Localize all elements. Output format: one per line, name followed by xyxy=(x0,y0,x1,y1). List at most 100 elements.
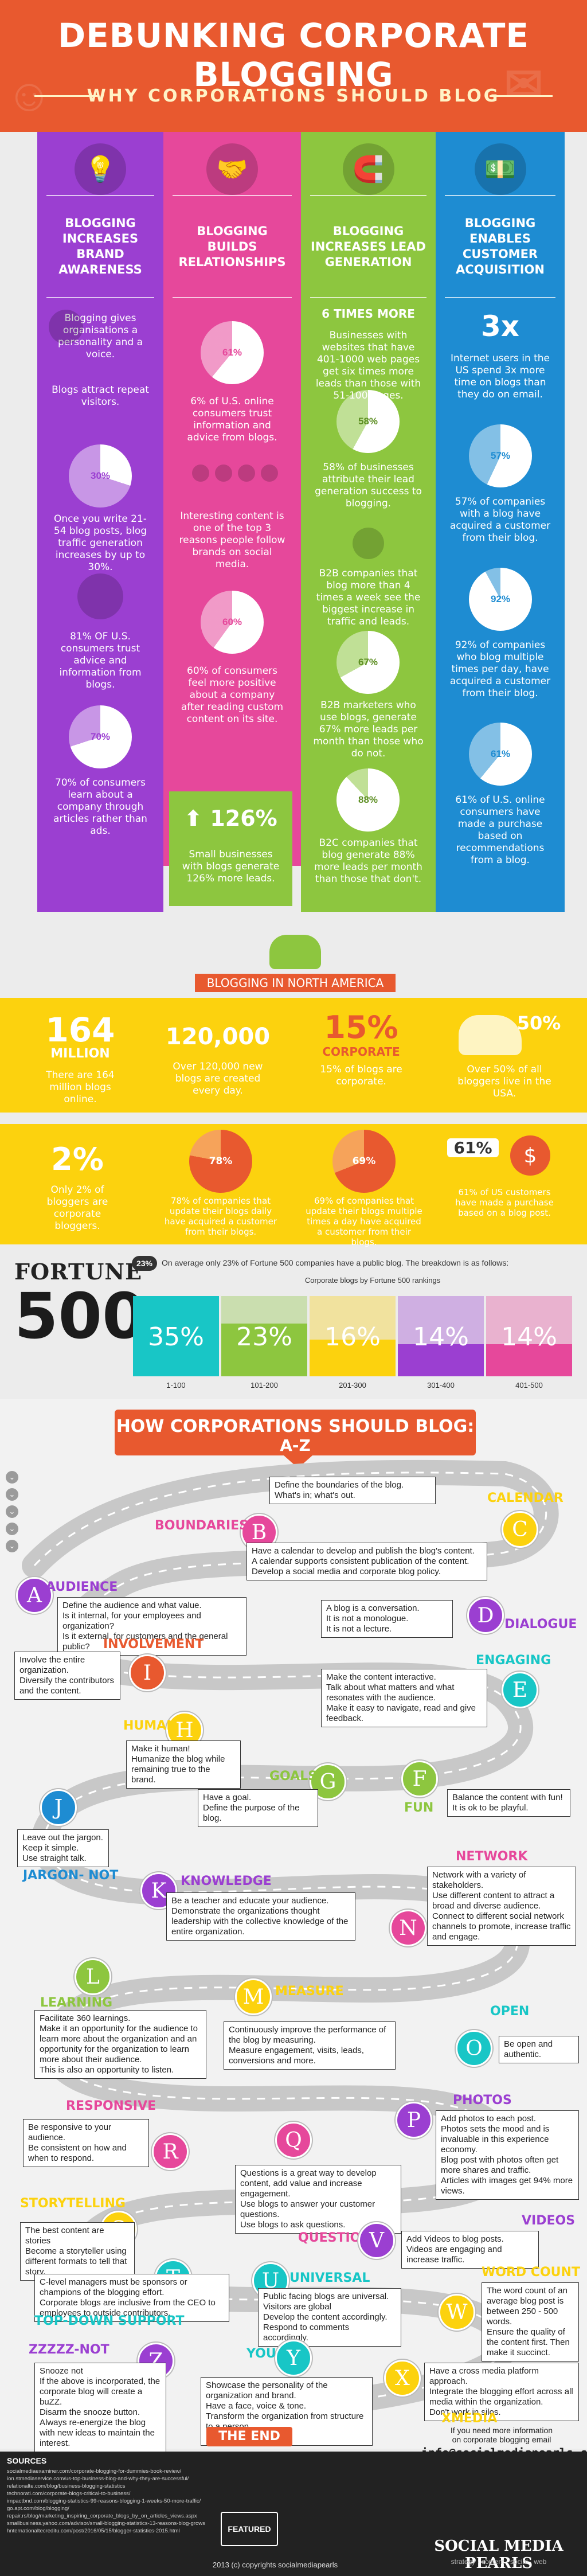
stat-text: Interesting content is one of the top 3 … xyxy=(179,510,285,570)
divider xyxy=(490,95,553,97)
letter-node: I xyxy=(129,1654,166,1691)
stat-text: 61% of US customers have made a purchase… xyxy=(455,1187,554,1218)
entry-title: LEARNING xyxy=(40,1996,113,2010)
entry-title: YOU xyxy=(246,2347,276,2361)
brand-tagline: strategy · content · social · web xyxy=(451,2558,547,2566)
pie-label: 92% xyxy=(490,594,511,604)
letter-node: N xyxy=(390,1910,426,1946)
source-link[interactable]: repair.rs/blog/marketing_inspiring_corpo… xyxy=(7,2513,197,2519)
stat-text: Over 50% of all bloggers live in the USA… xyxy=(457,1064,551,1099)
usa-map-icon xyxy=(459,1015,522,1055)
page-subtitle: WHY CORPORATIONS SHOULD BLOG xyxy=(87,86,500,106)
bar xyxy=(133,1296,219,1376)
entry-title: JARGON- NOT xyxy=(23,1868,119,1883)
az-banner: HOW CORPORATIONS SHOULD BLOG: A-Z xyxy=(115,1410,476,1455)
lightbulb-icon: 💡 xyxy=(75,143,126,195)
stat-text: Once you write 21-54 blog posts, blog tr… xyxy=(53,513,147,573)
stat-text: 57% of companies with a blog have acquir… xyxy=(449,496,551,544)
note-line: Define the boundaries of the blog. xyxy=(275,1480,404,1490)
entry-note: A blog is a conversation. It is not a mon… xyxy=(321,1600,453,1638)
entry-title: VIDEOS xyxy=(522,2214,576,2228)
copyright: 2013 (c) copyrights socialmediapearls xyxy=(212,2561,338,2569)
entry-note: Involve the entire organization. Diversif… xyxy=(14,1652,120,1700)
page-title: DEBUNKING CORPORATE BLOGGING xyxy=(57,16,530,94)
source-link[interactable]: technorati.com/corporate-blogs-critical-… xyxy=(7,2491,131,2497)
header-banner: ☺ ✉ DEBUNKING CORPORATE BLOGGING WHY COR… xyxy=(0,0,587,132)
bar xyxy=(486,1344,572,1376)
na-row-2: 2% Only 2% of bloggers are corporate blo… xyxy=(0,1124,587,1247)
note-line: Public facing blogs are universal. xyxy=(263,2292,389,2301)
entry-note: Define the audience and what value. Is it… xyxy=(57,1597,246,1656)
column-heading: BLOGGING INCREASES BRAND AWARENESS xyxy=(46,195,154,298)
note-line: Use different content to attract a broad… xyxy=(432,1891,555,1911)
usa-map-icon xyxy=(269,935,321,969)
stat-text: There are 164 million blogs online. xyxy=(46,1070,115,1105)
stat-pie: 58% xyxy=(336,390,400,453)
note-line: Measure engagement, visits, leads, conve… xyxy=(229,2046,364,2066)
note-line: This is also an opportunity to listen. xyxy=(40,2065,174,2075)
note-line: Respond to comments accordingly. xyxy=(263,2323,350,2343)
entry-note: Make it human! Humanize the blog while re… xyxy=(126,1740,241,1789)
column-heading: BLOGGING INCREASES LEAD GENERATION xyxy=(310,195,426,298)
people-icon xyxy=(49,310,83,344)
note-line: Connect to different social network chan… xyxy=(432,1911,571,1942)
letter-node: J xyxy=(40,1789,77,1826)
contact-email[interactable]: info@socialmediapearls.com xyxy=(421,2446,587,2460)
tick-label: 201-300 xyxy=(339,1381,366,1390)
sources-title: SOURCES xyxy=(7,2456,47,2465)
source-link[interactable]: go.apt.com/blog/blogging/ xyxy=(7,2505,69,2512)
note-line: Define the audience and what value. xyxy=(62,1601,202,1610)
fortune-rank-chart: 35% 1-100 23% 101-200 16% 201-300 14% 301-400 14… xyxy=(133,1296,572,1390)
entry-note: Add photos to each post. Photos sets the … xyxy=(436,2110,579,2200)
note-line: Is it external, for customers and the ge… xyxy=(62,1632,228,1652)
az-title: HOW CORPORATIONS SHOULD BLOG: xyxy=(116,1416,475,1437)
divider xyxy=(34,95,97,97)
entry-note: Be responsive to your audience. Be consis… xyxy=(23,2119,149,2167)
bar xyxy=(221,1324,307,1376)
letter-node: R xyxy=(152,2133,189,2170)
the-end-label: THE END xyxy=(206,2427,292,2446)
note-line: Integrate the blogging effort across all… xyxy=(429,2387,573,2407)
column-heading: BLOGGING BUILDS RELATIONSHIPS xyxy=(173,195,292,298)
handshake-icon: 🤝 xyxy=(206,143,258,195)
stat-pie: 67% xyxy=(336,631,400,694)
note-line: Use blogs to answer your customer questi… xyxy=(240,2199,375,2219)
note-line: Use blogs to ask questions. xyxy=(240,2220,346,2230)
stat-pie: 92% xyxy=(469,568,532,631)
entry-note: Continuously improve the performance of … xyxy=(224,2021,396,2070)
note-line: Define the purpose of the blog. xyxy=(203,1803,300,1823)
pie-label: 78% xyxy=(209,1156,233,1167)
contact-line: on corporate blogging email xyxy=(452,2435,551,2444)
note-line: Be consistent on how and when to respond… xyxy=(28,2143,127,2163)
pie-label: 60% xyxy=(222,616,242,627)
pie-label: 67% xyxy=(358,657,378,668)
fortune-logo: FORTUNE 500 xyxy=(14,1259,146,1368)
stat-text: 70% of consumers learn about a company t… xyxy=(53,777,147,837)
source-link[interactable]: ion.stmediaservice.com/us-top-business-b… xyxy=(7,2476,189,2482)
stat-unit: CORPORATE xyxy=(322,1045,400,1059)
note-line: Keep it simple. xyxy=(22,1843,79,1853)
column-heading: BLOGGING ENABLES CUSTOMER ACQUISITION xyxy=(445,195,555,298)
growth-chart-icon xyxy=(353,528,384,559)
entry-note: Define the boundaries of the blog. What's… xyxy=(269,1477,436,1504)
note-line: Have a goal. xyxy=(203,1793,252,1802)
source-link[interactable]: relationalte.com/blog/business-blogging-… xyxy=(7,2483,126,2489)
na-stat-cell: 50% Over 50% of all bloggers live in the… xyxy=(441,998,568,1113)
source-link[interactable]: hnternationaltecreditu.com/post/2016/05/… xyxy=(7,2528,180,2534)
stat-pie: 60% xyxy=(201,591,264,654)
entry-title: OPEN xyxy=(490,2004,530,2019)
na-stat-cell: 61% $ 61% of US customers have made a pu… xyxy=(441,1124,568,1239)
source-link[interactable]: impactbnd.com/blogging-statistics-99-rea… xyxy=(7,2498,201,2504)
source-link[interactable]: socialmediaexaminer.com/corporate-bloggi… xyxy=(7,2468,182,2474)
entry-note: The word count of an average blog post i… xyxy=(482,2282,579,2362)
source-link[interactable]: smallbusiness.yahoo.com/advisor/small-bl… xyxy=(7,2520,205,2527)
data-label: 14% xyxy=(501,1322,557,1352)
entry-note: Questions is a great way to develop cont… xyxy=(235,2165,401,2234)
note-line: Talk about what matters and what resonat… xyxy=(326,1683,455,1703)
note-line: Develop a social media and corporate blo… xyxy=(252,1567,441,1576)
entry-note: Have a cross media platform approach. Int… xyxy=(424,2363,579,2421)
entry-title: STORYTELLING xyxy=(20,2196,126,2211)
stat-text: 92% of companies who blog multiple times… xyxy=(449,639,551,699)
contact-line: If you need more information xyxy=(450,2426,553,2435)
note-line: What's in; what's out. xyxy=(275,1490,355,1500)
